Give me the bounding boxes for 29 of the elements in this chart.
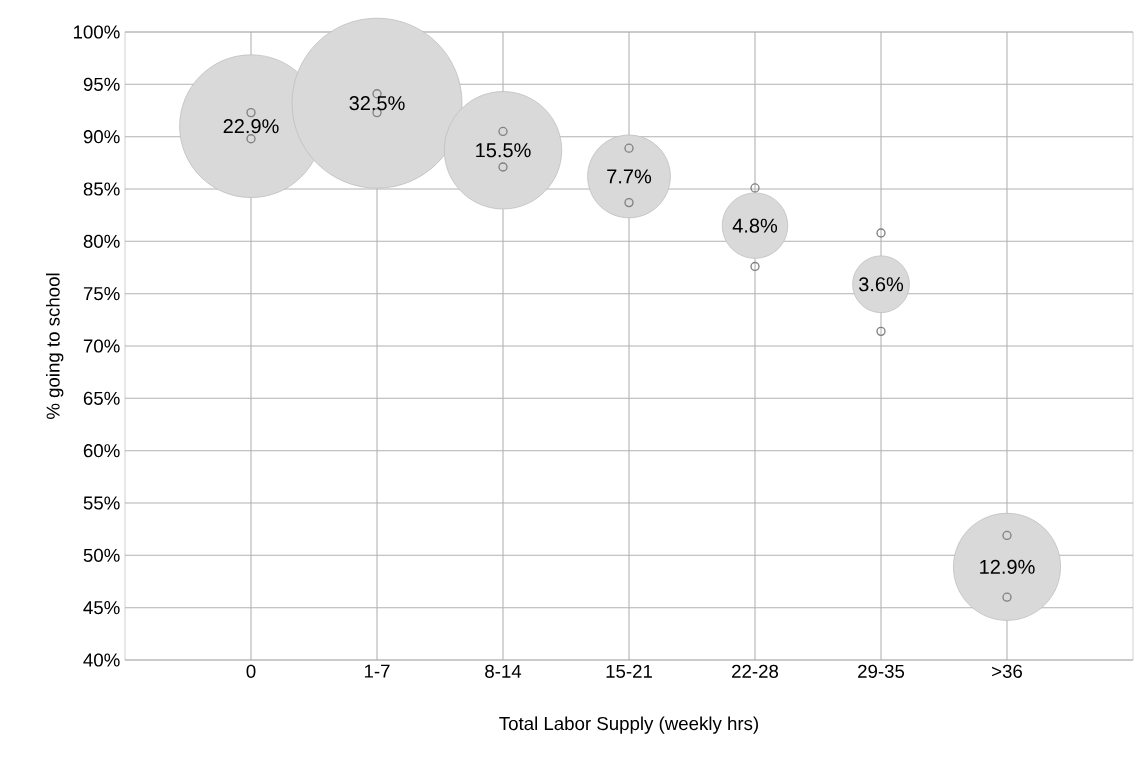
x-tick-label: 15-21 bbox=[606, 664, 652, 678]
annotation: 22.9% bbox=[223, 119, 279, 134]
annotation: 12.9% bbox=[980, 559, 1035, 574]
annotation: 4.8% bbox=[732, 218, 778, 233]
x-tick-label: 29-35 bbox=[858, 664, 905, 678]
annotation: 15.5% bbox=[476, 143, 531, 158]
y-tick-label: 100% bbox=[73, 25, 120, 39]
y-tick-label: 65% bbox=[83, 391, 120, 405]
y-tick-label: 60% bbox=[83, 444, 120, 458]
annotation: 32.5% bbox=[349, 96, 405, 111]
y-tick-label: 40% bbox=[83, 653, 120, 667]
annotation: 7.7% bbox=[607, 169, 652, 184]
y-tick-label: 90% bbox=[83, 130, 120, 144]
y-tick-label: 80% bbox=[83, 234, 120, 248]
annotation: 3.6% bbox=[858, 277, 904, 292]
x-tick-label: 1-7 bbox=[364, 664, 390, 678]
x-tick-label: >36 bbox=[992, 664, 1023, 678]
y-tick-label: 55% bbox=[83, 496, 120, 510]
y-tick-label: 70% bbox=[83, 339, 120, 353]
y-tick-label: 95% bbox=[83, 77, 120, 91]
x-tick-label: 22-28 bbox=[732, 664, 779, 678]
x-axis-title: Total Labor Supply (weekly hrs) bbox=[499, 716, 758, 734]
y-tick-label: 75% bbox=[83, 287, 120, 301]
y-axis-title: % going to school bbox=[45, 273, 64, 420]
y-tick-label: 45% bbox=[83, 601, 120, 615]
y-tick-label: 50% bbox=[83, 548, 120, 562]
x-tick-label: 0 bbox=[246, 664, 256, 678]
x-tick-label: 8-14 bbox=[485, 664, 522, 678]
y-tick-label: 85% bbox=[83, 182, 120, 196]
